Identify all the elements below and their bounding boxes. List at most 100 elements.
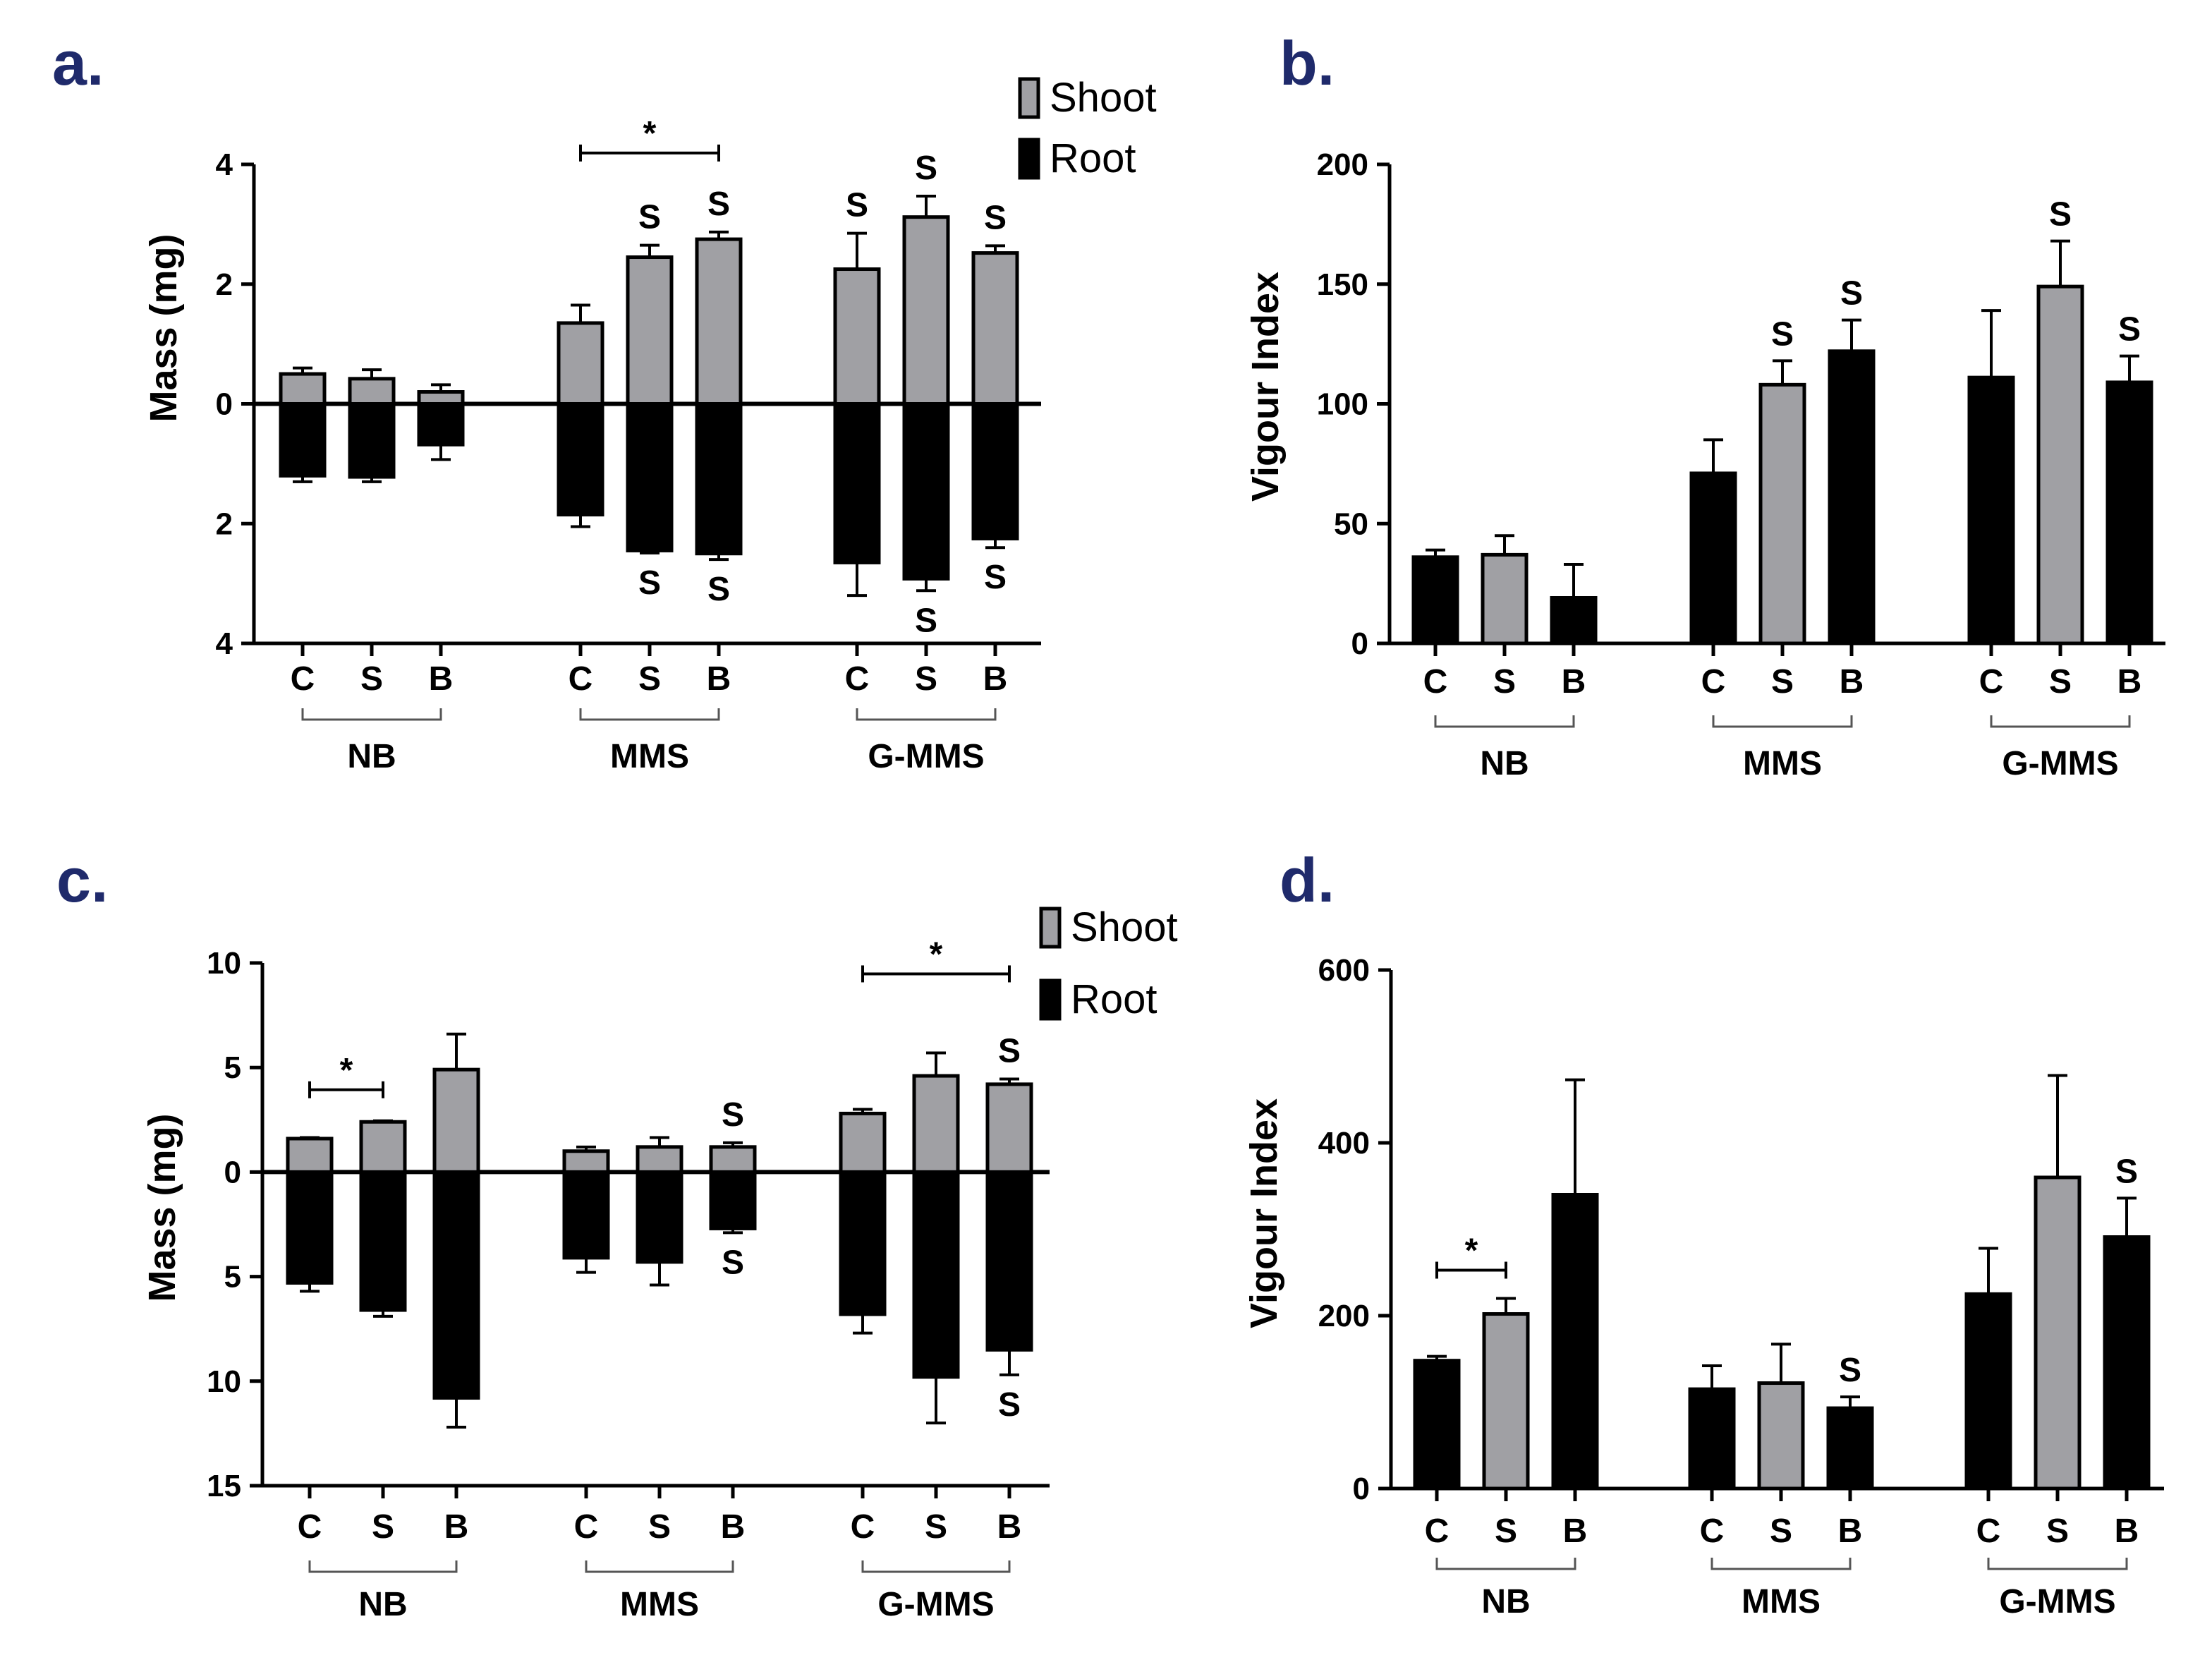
bar [2105,380,2153,645]
x-category-label: C [845,660,870,698]
x-category-label: S [915,660,937,698]
bar-shoot [626,255,674,406]
group-bracket [301,708,442,721]
bar-root [971,402,1019,540]
bar-shoot [286,1136,334,1174]
x-category-label: B [2115,1513,2139,1550]
x-category-label: B [721,1508,746,1546]
significance-label: S [707,571,730,608]
x-category-label: S [2049,663,2072,701]
bar-root [636,1170,683,1264]
y-tick-label: 0 [1353,1472,1370,1506]
bar-shoot [971,251,1019,406]
bar [2034,1175,2082,1491]
x-category-label: B [1562,663,1586,701]
bar-shoot [417,390,465,406]
bar-root [417,402,465,447]
group-label: MMS [620,1586,699,1623]
x-category-label: B [429,660,454,698]
y-tick-label: 600 [1318,953,1370,988]
bar-shoot [912,1074,960,1174]
y-tick-label: 100 [1317,387,1368,422]
sig-asterisk: * [930,935,943,973]
significance-label: S [722,1096,744,1134]
x-category-label: C [1976,1513,2001,1550]
y-tick-label: 50 [1334,507,1368,541]
group-bracket [1710,1558,1852,1570]
bar [1482,1312,1530,1491]
bar-root [902,402,950,581]
group-label: G-MMS [877,1586,994,1623]
y-tick-label: 200 [1317,147,1368,182]
group-label: NB [358,1586,407,1623]
significance-label: S [2115,1153,2138,1190]
x-category-label: C [1425,1513,1450,1550]
x-category-label: C [1979,663,2004,701]
bar-shoot [557,321,604,406]
x-category-label: C [1700,1513,1725,1550]
y-tick-label: 15 [207,1469,241,1503]
significance-label: S [1840,275,1863,313]
bar [1758,382,1806,645]
x-category-label: C [1701,663,1726,701]
bar [2036,284,2084,645]
y-tick-label: 5 [224,1260,241,1295]
bar-shoot [833,267,881,406]
group-label: MMS [1742,1583,1821,1620]
bar-root [348,402,396,479]
significance-label: S [638,564,661,602]
group-label: G-MMS [1999,1583,2115,1620]
group-label: G-MMS [2002,745,2118,782]
y-axis-label: Mass (mg) [141,1113,183,1302]
y-tick-label: 4 [216,626,233,661]
bar [1551,1193,1599,1491]
group-bracket [1435,1558,1576,1570]
x-category-label: S [372,1508,394,1546]
x-category-label: B [997,1508,1022,1546]
group-label: NB [347,738,396,775]
x-category-label: B [707,660,731,698]
bar [1688,1387,1736,1491]
x-category-label: C [574,1508,599,1546]
bar-shoot [985,1082,1033,1174]
group-bracket [861,1560,1011,1573]
group-label: NB [1481,1583,1530,1620]
x-category-label: S [360,660,383,698]
y-tick-label: 150 [1317,267,1368,302]
y-tick-label: 10 [207,1364,241,1399]
legend-swatch [1018,77,1040,119]
group-bracket [585,1560,734,1573]
bar [1411,555,1459,645]
bar [1828,349,1876,645]
panel-d: d. Vigour Index 0 200 400 600 C S B NB C S B S MMS C S B S… [1243,845,2164,1620]
group-bracket [1990,715,2131,728]
significance-label: S [915,150,937,187]
group-label: G-MMS [868,738,984,775]
bar-root [985,1170,1033,1352]
x-category-label: S [1493,663,1516,701]
bar-shoot [348,377,396,406]
significance-label: S [998,1033,1021,1070]
group-label: MMS [610,738,689,775]
bar-root [833,402,881,564]
significance-label: S [984,199,1007,236]
significance-label: S [915,602,937,639]
bar [1689,471,1737,645]
significance-label: S [846,187,868,224]
x-category-label: C [851,1508,875,1546]
x-category-label: C [298,1508,322,1546]
group-bracket [1434,715,1575,728]
bar-shoot [279,372,327,406]
x-category-label: S [2046,1513,2069,1550]
x-category-label: S [638,660,661,698]
group-label: MMS [1743,745,1822,782]
legend-label: Root [1071,976,1157,1022]
group-bracket [1987,1558,2128,1570]
y-tick-label: 2 [216,507,233,541]
x-category-label: B [1840,663,1864,701]
group-bracket [579,708,720,721]
panel-c: c. Mass (mg) 10 5 0 5 10 15 C S B NB C S B S S MMS C S B S S G-… [56,845,1178,1623]
y-axis-label: Vigour Index [1243,1098,1285,1328]
bar-shoot [432,1067,480,1174]
x-category-label: S [648,1508,671,1546]
